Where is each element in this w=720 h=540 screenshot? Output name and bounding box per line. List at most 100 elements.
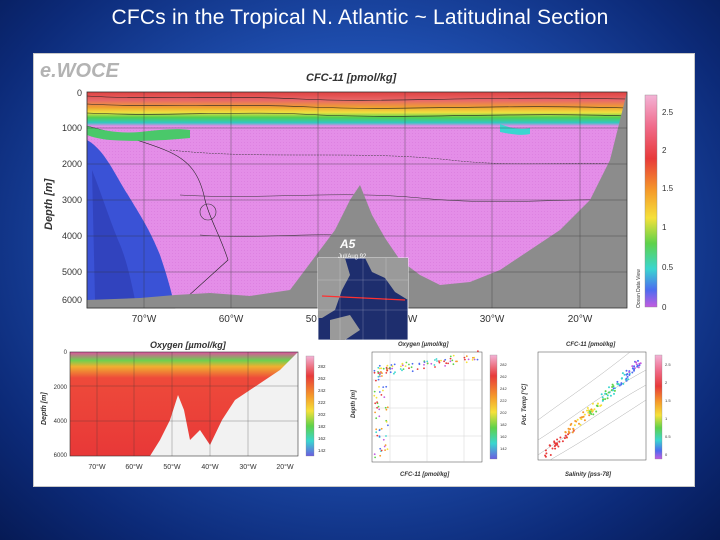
scatter-ts-point [551,447,554,450]
oxygen-xtick: 20°W [276,463,294,471]
scatter-oxygen-point [382,389,384,392]
oxygen-colorbar [305,355,315,457]
scatter-ts-point [612,389,614,392]
scatter-oxygen-point [423,363,425,366]
scatter-oxygen-point [383,445,386,448]
scatter-oxygen-point [438,361,441,364]
main-ytick: 2000 [62,159,82,169]
scatter-ts-point [609,394,612,397]
scatter-ts-point [553,445,556,448]
oxygen-cbar-tick: 162 [318,436,326,441]
scatter-oxygen-point [382,438,385,441]
scatter-ts-point [571,431,574,434]
scatter-oxygen-point [405,361,408,364]
scatter-oxygen-point [471,359,474,361]
scatter-oxygen-point [391,365,394,368]
scatter-ts-cbar-tick: 1 [665,416,668,421]
scatter-oxygen-point [373,394,376,397]
scatter-ts-cbar-tick: 1.5 [665,398,671,403]
scatter-ts-point [604,392,607,395]
scatter-ts-point [579,423,582,426]
scatter-oxygen-point [375,417,378,420]
scatter-oxygen-point [378,367,381,370]
scatter-oxygen-point [436,360,438,362]
scatter-ts-point [561,440,564,443]
scatter-ts-point [565,436,568,439]
scatter-oxygen-point [434,359,436,361]
scatter-ts-point [621,372,624,375]
scatter-ts-point [589,411,592,414]
scatter-ts-point [544,449,547,452]
main-cbar-tick: 2 [662,146,667,155]
scatter-ts-point [590,408,593,411]
scatter-oxygen-point [401,364,404,367]
scatter-ts-cbar-tick: 0.5 [665,434,671,439]
scatter-oxygen-point [451,359,454,362]
scatter-oxygen-cbar-tick: 142 [500,446,507,451]
scatter-ts-point [587,411,590,414]
oxygen-cbar-tick: 142 [318,448,326,453]
scatter-ts-point [548,444,551,447]
scatter-ts-point [595,404,598,407]
scatter-oxygen-point [380,371,382,373]
scatter-oxygen-point [375,431,378,434]
scatter-ts-point [564,434,567,437]
scatter-ts-point [567,427,570,430]
scatter-oxygen-point [378,429,381,432]
scatter-ts-point [612,387,615,390]
scatter-oxygen-point [430,362,433,365]
scatter-ts-point [583,419,586,422]
scatter-oxygen-cbar-tick: 242 [500,386,507,391]
scatter-ts-point [588,414,591,417]
scatter-ts-point [595,410,598,413]
scatter-oxygen-point [452,363,455,366]
scatter-oxygen-point [381,372,383,374]
scatter-oxygen-point [376,406,378,409]
scatter-oxygen-point [373,453,376,456]
scatter-oxygen-point [383,396,386,398]
scatter-oxygen-point [408,367,410,370]
scatter-ts-points [544,359,642,458]
scatter-oxygen-point [378,386,380,388]
scatter-ts-point [639,362,642,365]
scatter-oxygen-point [385,435,387,437]
scatter-ts-point [616,383,619,386]
scatter-oxygen-point [433,364,436,366]
scatter-ts-cbar-tick: 0 [665,452,668,457]
scatter-ts-point [582,411,585,414]
scatter-ts-point [549,454,552,456]
scatter-ts-point [574,420,577,422]
scatter-ts-point [628,374,631,376]
scatter-ts-point [600,393,603,396]
scatter-oxygen-point [385,385,388,388]
oxygen-ytick: 0 [64,350,68,356]
surface-layer [87,92,627,126]
scatter-oxygen-point [445,362,448,365]
oxygen-cbar-tick: 282 [318,364,326,369]
scatter-oxygen-point [373,390,376,393]
scatter-ts-point [591,409,594,412]
scatter-oxygen-point [408,363,410,366]
scatter-ts-point [635,361,638,364]
main-xtick: 30°W [480,314,505,325]
scatter-oxygen-points [373,350,479,459]
scatter-ts-point [601,396,604,399]
scatter-oxygen-point [381,375,383,377]
oxygen-ytick: 2000 [54,385,68,391]
scatter-ts-point [570,422,573,425]
scatter-ts-point [578,422,580,425]
main-ytick: 6000 [62,295,82,305]
scatter-oxygen-point [473,358,476,361]
scatter-oxygen-point [390,364,393,366]
scatter-oxygen-point [434,366,436,368]
scatter-ts-point [623,373,626,376]
scatter-oxygen-point [449,355,452,358]
scatter-ts-point [591,402,594,405]
oxygen-cbar-tick: 182 [318,424,326,429]
oxygen-cbar-tick: 242 [318,388,326,393]
scatter-oxygen-point [387,424,389,427]
scatter-ts-point [604,390,607,393]
scatter-ts-point [613,392,615,395]
scatter-ts-point [568,431,570,434]
scatter-oxygen-point [449,360,452,363]
